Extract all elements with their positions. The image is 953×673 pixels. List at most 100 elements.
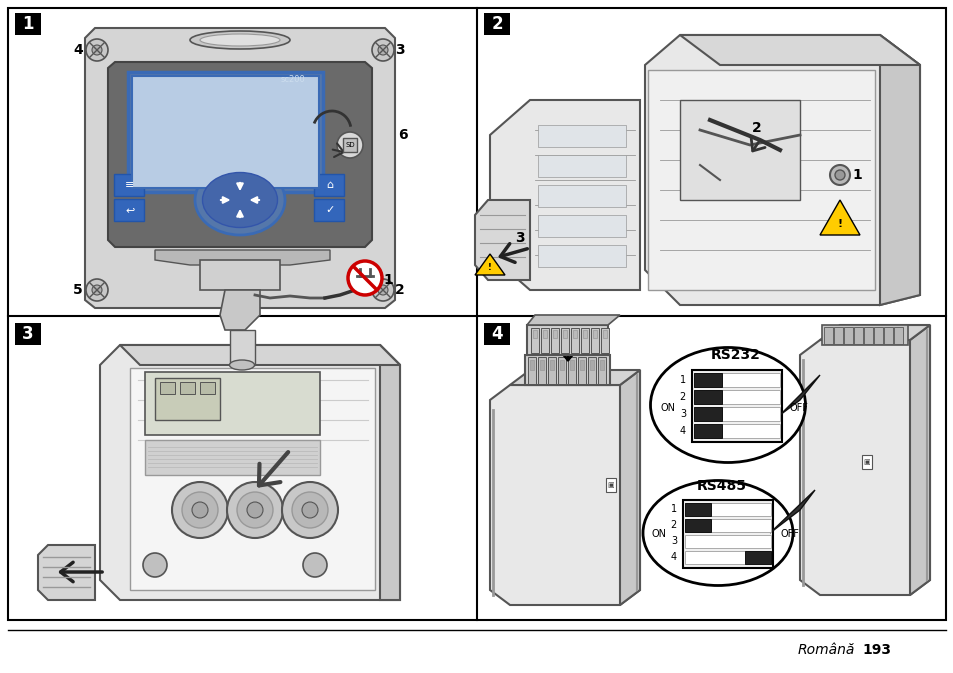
Circle shape [86, 279, 108, 301]
Bar [537, 125, 625, 147]
Text: 6: 6 [397, 128, 407, 142]
Text: ON: ON [651, 529, 666, 539]
Bar [527, 357, 536, 384]
Bar [580, 328, 588, 353]
Bar [483, 323, 510, 345]
Text: 4: 4 [670, 552, 677, 562]
Circle shape [303, 553, 327, 577]
Bar [598, 357, 605, 384]
Bar [540, 328, 548, 353]
Bar [15, 13, 41, 35]
Text: 4: 4 [679, 426, 685, 436]
Polygon shape [769, 490, 814, 533]
Circle shape [192, 502, 208, 518]
Polygon shape [145, 440, 319, 475]
Polygon shape [475, 254, 504, 275]
Text: 1: 1 [22, 15, 33, 33]
Polygon shape [510, 370, 639, 385]
Bar [537, 185, 625, 207]
Bar [160, 382, 174, 394]
Circle shape [91, 285, 102, 295]
Polygon shape [820, 200, 859, 235]
Bar [562, 330, 566, 338]
Polygon shape [475, 200, 530, 280]
Text: 3: 3 [515, 231, 524, 245]
Bar [602, 330, 606, 338]
Text: 4: 4 [73, 43, 83, 57]
Bar [132, 76, 318, 188]
Polygon shape [679, 35, 919, 65]
Bar [180, 382, 194, 394]
Polygon shape [644, 35, 919, 305]
Bar [537, 155, 625, 177]
Bar [590, 328, 598, 353]
Polygon shape [100, 345, 399, 600]
Bar [551, 328, 558, 353]
Ellipse shape [190, 31, 290, 49]
Bar [558, 357, 565, 384]
Polygon shape [526, 315, 619, 325]
Text: Română: Română [797, 643, 854, 657]
Polygon shape [38, 545, 95, 600]
Bar [530, 360, 534, 370]
Text: 1: 1 [383, 273, 393, 287]
Polygon shape [154, 378, 220, 420]
Circle shape [91, 45, 102, 55]
Polygon shape [120, 345, 399, 365]
Bar [547, 357, 556, 384]
Text: ▣: ▣ [862, 459, 869, 465]
Bar [113, 174, 144, 196]
Text: 3: 3 [679, 409, 685, 419]
Bar [883, 327, 892, 344]
Polygon shape [679, 100, 800, 200]
Bar [314, 199, 344, 221]
Polygon shape [85, 28, 395, 308]
Ellipse shape [194, 165, 285, 235]
Circle shape [227, 482, 283, 538]
Bar [200, 382, 214, 394]
Bar [550, 360, 554, 370]
Polygon shape [780, 375, 820, 415]
Text: ✓: ✓ [325, 205, 335, 215]
Text: 5: 5 [73, 283, 83, 297]
Text: 2: 2 [395, 283, 404, 297]
Bar [833, 327, 842, 344]
Circle shape [377, 45, 388, 55]
Bar [569, 360, 574, 370]
Bar [863, 327, 872, 344]
Circle shape [143, 553, 167, 577]
Text: 2: 2 [751, 121, 761, 135]
Ellipse shape [200, 34, 280, 46]
Bar [113, 199, 144, 221]
Bar [128, 72, 323, 192]
Polygon shape [800, 325, 929, 595]
Ellipse shape [642, 481, 792, 586]
Bar [542, 330, 546, 338]
Bar [579, 360, 583, 370]
Bar [684, 551, 770, 564]
Text: 2: 2 [679, 392, 685, 402]
Polygon shape [490, 370, 639, 605]
Polygon shape [154, 250, 330, 265]
Bar [559, 360, 563, 370]
Polygon shape [108, 62, 372, 247]
Polygon shape [490, 100, 639, 290]
Circle shape [172, 482, 228, 538]
Circle shape [834, 170, 844, 180]
Circle shape [377, 285, 388, 295]
Bar [539, 360, 543, 370]
Bar [560, 328, 568, 353]
Circle shape [372, 279, 394, 301]
Polygon shape [619, 370, 639, 605]
Bar [587, 357, 596, 384]
Bar [693, 390, 780, 404]
Bar [343, 138, 356, 152]
Bar [693, 407, 780, 421]
Bar [593, 330, 597, 338]
Text: 1: 1 [851, 168, 861, 182]
Ellipse shape [650, 347, 804, 462]
Bar [567, 357, 576, 384]
Text: ON: ON [660, 403, 676, 413]
Text: 4: 4 [491, 325, 502, 343]
Circle shape [829, 165, 849, 185]
